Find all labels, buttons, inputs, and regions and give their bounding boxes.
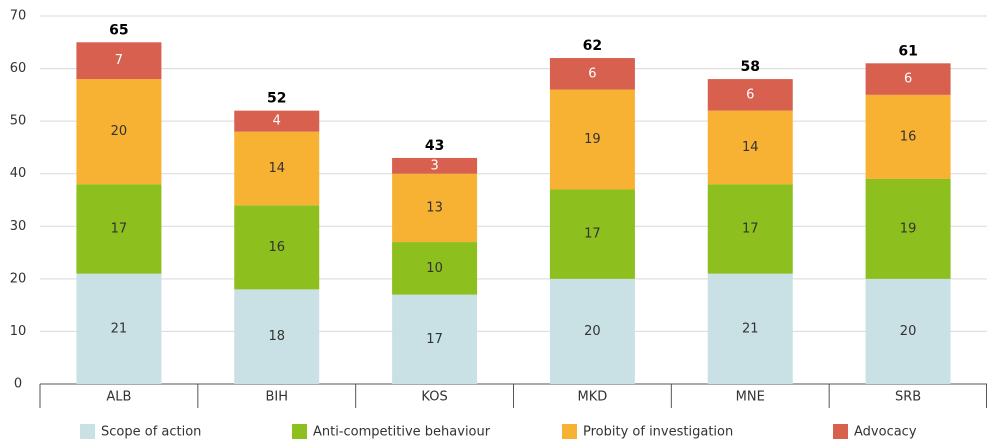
y-tick-label: 50 — [10, 114, 27, 129]
x-tick-label: KOS — [421, 390, 447, 405]
segment-label: 4 — [273, 114, 281, 129]
segment-label: 17 — [742, 221, 759, 236]
segment-label: 17 — [584, 227, 601, 242]
bar-segment — [76, 79, 162, 185]
bar-segment — [392, 157, 478, 174]
y-tick-label: 0 — [14, 377, 22, 392]
segment-label: 20 — [900, 324, 917, 339]
bar-segment — [549, 58, 635, 90]
segment-label: 14 — [742, 140, 759, 155]
segment-label: 14 — [268, 161, 285, 176]
total-label: 65 — [109, 22, 128, 38]
x-tick-label: ALB — [106, 390, 131, 405]
total-label: 43 — [425, 138, 444, 154]
segment-label: 6 — [588, 66, 596, 81]
bar-segment — [392, 242, 478, 295]
bar-segment — [707, 184, 793, 274]
segment-label: 20 — [111, 124, 128, 139]
total-label: 58 — [741, 59, 760, 75]
bar-segment — [865, 94, 951, 179]
bar-segment — [707, 110, 793, 185]
x-tick-label: MKD — [578, 390, 608, 405]
segment-label: 6 — [904, 72, 912, 87]
bar-segment — [549, 189, 635, 279]
bar-segment — [707, 79, 793, 111]
bar-segment — [392, 294, 478, 384]
x-tick-label: SRB — [895, 390, 921, 405]
bar-segment — [707, 273, 793, 384]
segment-label: 20 — [584, 324, 601, 339]
segment-label: 18 — [268, 329, 285, 344]
legend-swatch — [833, 424, 848, 439]
segment-label: 19 — [900, 221, 917, 236]
y-tick-label: 10 — [10, 324, 27, 339]
y-tick-label: 70 — [10, 9, 27, 24]
bar-segment — [392, 173, 478, 243]
segment-label: 16 — [900, 129, 917, 144]
legend-label: Anti-competitive behaviour — [313, 425, 491, 440]
y-tick-label: 20 — [10, 271, 27, 286]
legend-swatch — [562, 424, 577, 439]
y-tick-label: 60 — [10, 61, 27, 76]
x-tick-label: BIH — [265, 390, 288, 405]
bar-segment — [76, 184, 162, 274]
x-tick-label: MNE — [736, 390, 765, 405]
segment-label: 13 — [426, 200, 443, 215]
bar-segment — [865, 278, 951, 384]
bar-segment — [865, 63, 951, 95]
total-label: 52 — [267, 91, 286, 107]
bar-segment — [76, 273, 162, 384]
y-tick-label: 30 — [10, 219, 27, 234]
bar-segment — [76, 42, 162, 80]
segment-label: 16 — [268, 240, 285, 255]
segment-label: 17 — [111, 221, 128, 236]
segment-label: 21 — [742, 321, 759, 336]
legend-label: Scope of action — [101, 425, 201, 440]
segment-label: 17 — [426, 332, 443, 347]
bar-segment — [549, 89, 635, 190]
segment-label: 19 — [584, 132, 601, 147]
bar-segment — [865, 178, 951, 279]
total-label: 61 — [898, 43, 917, 59]
segment-label: 3 — [430, 158, 438, 173]
legend-swatch — [292, 424, 307, 439]
bar-segment — [234, 110, 320, 132]
segment-label: 10 — [426, 261, 443, 276]
legend-label: Probity of investigation — [583, 425, 733, 440]
total-label: 62 — [583, 38, 602, 54]
segment-label: 21 — [111, 321, 128, 336]
bar-segment — [549, 278, 635, 384]
segment-label: 6 — [746, 87, 754, 102]
segment-label: 7 — [115, 53, 123, 68]
bar-segment — [234, 205, 320, 290]
bar-segment — [234, 131, 320, 206]
legend-swatch — [80, 424, 95, 439]
legend-label: Advocacy — [854, 425, 917, 440]
y-tick-label: 40 — [10, 166, 27, 181]
bar-segment — [234, 289, 320, 384]
